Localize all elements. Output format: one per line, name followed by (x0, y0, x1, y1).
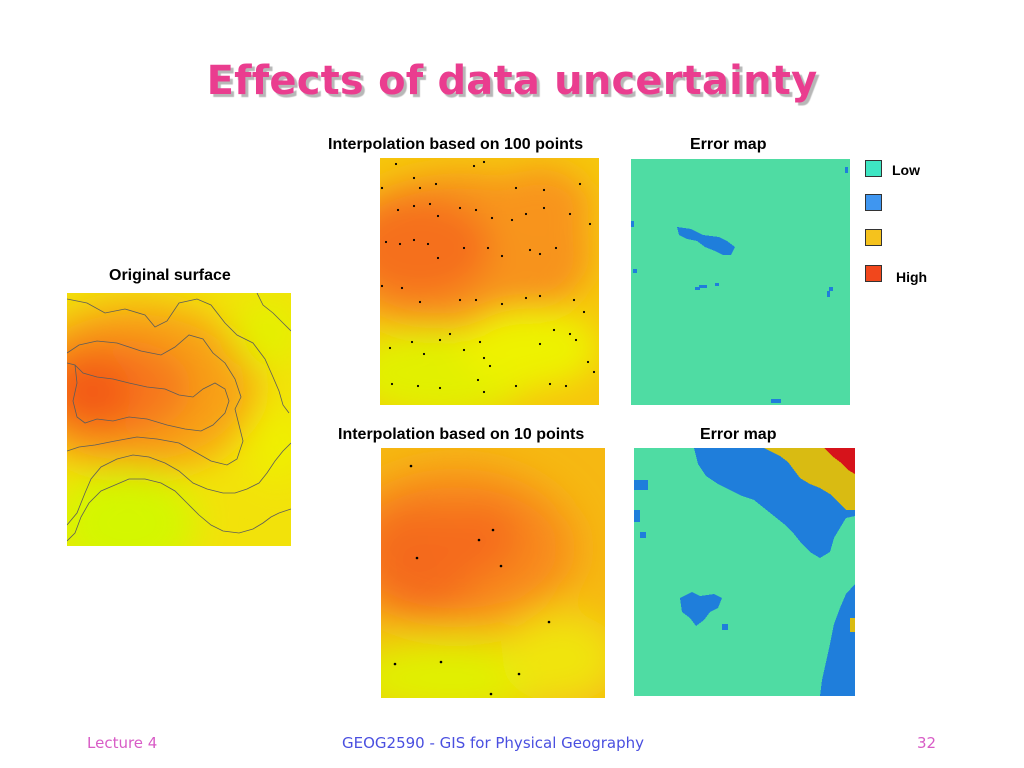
sample-point (380, 186, 384, 190)
sample-point (410, 340, 414, 344)
sample-point (586, 360, 590, 364)
error-map-2 (634, 448, 855, 696)
sample-point (517, 672, 521, 676)
sample-point (486, 246, 490, 250)
footer-page-number: 32 (917, 734, 937, 752)
sample-point (434, 182, 438, 186)
sample-point (482, 160, 486, 164)
sample-point (574, 338, 578, 342)
sample-point (488, 364, 492, 368)
sample-point (474, 208, 478, 212)
error-map-1 (631, 159, 850, 405)
legend-label-low: Low (892, 162, 920, 178)
sample-point (542, 206, 546, 210)
interpolation-100-map (380, 158, 599, 405)
sample-point (418, 300, 422, 304)
sample-point (554, 246, 558, 250)
interpolation-100-label: Interpolation based on 100 points (328, 136, 584, 153)
sample-point (384, 240, 388, 244)
sample-point (482, 390, 486, 394)
sample-point (568, 212, 572, 216)
sample-point (422, 352, 426, 356)
sample-point (394, 162, 398, 166)
sample-point (514, 186, 518, 190)
sample-point (482, 356, 486, 360)
sample-point (412, 238, 416, 242)
sample-point (448, 332, 452, 336)
sample-point (438, 386, 442, 390)
sample-point (458, 298, 462, 302)
sample-point (548, 382, 552, 386)
sample-point (538, 252, 542, 256)
sample-point (547, 620, 551, 624)
sample-point (439, 660, 443, 664)
sample-point (489, 692, 493, 696)
sample-point (393, 662, 397, 666)
sample-point (388, 346, 392, 350)
sample-point (462, 348, 466, 352)
sample-point (458, 206, 462, 210)
sample-point (578, 182, 582, 186)
sample-point (538, 342, 542, 346)
sample-point (436, 256, 440, 260)
sample-point (478, 340, 482, 344)
sample-point (588, 222, 592, 226)
sample-point (412, 176, 416, 180)
error-map-1-label: Error map (690, 136, 767, 153)
footer-course: GEOG2590 - GIS for Physical Geography (342, 734, 644, 752)
slide-title: Effects of data uncertainty (206, 58, 818, 104)
sample-point (476, 378, 480, 382)
original-surface-label: Original surface (109, 267, 231, 284)
sample-point (572, 298, 576, 302)
legend-label-high: High (896, 269, 928, 285)
sample-point (390, 382, 394, 386)
sample-point (472, 164, 476, 168)
sample-point (499, 564, 503, 568)
sample-point (418, 186, 422, 190)
sample-point (524, 296, 528, 300)
footer-lecture: Lecture 4 (87, 734, 158, 752)
sample-point (398, 242, 402, 246)
sample-point (568, 332, 572, 336)
sample-point (491, 528, 495, 532)
sample-point (477, 538, 481, 542)
sample-point (564, 384, 568, 388)
sample-point (592, 370, 596, 374)
sample-point (428, 202, 432, 206)
legend-swatch-3 (865, 229, 882, 246)
sample-point (500, 254, 504, 258)
sample-point (542, 188, 546, 192)
sample-point (462, 246, 466, 250)
sample-point (510, 218, 514, 222)
sample-point (400, 286, 404, 290)
sample-point (415, 556, 419, 560)
sample-point (538, 294, 542, 298)
sample-point (380, 284, 384, 288)
interpolation-10-map (381, 448, 605, 698)
sample-point (474, 298, 478, 302)
sample-point (436, 214, 440, 218)
legend-swatch-low (865, 160, 882, 177)
legend-swatch-high (865, 265, 882, 282)
sample-point (416, 384, 420, 388)
sample-point (552, 328, 556, 332)
sample-point (528, 248, 532, 252)
error-map-2-label: Error map (700, 426, 777, 443)
sample-point (409, 464, 413, 468)
sample-point (438, 338, 442, 342)
sample-point (426, 242, 430, 246)
interpolation-10-label: Interpolation based on 10 points (338, 426, 585, 443)
sample-point (412, 204, 416, 208)
sample-point (524, 212, 528, 216)
sample-point (582, 310, 586, 314)
original-surface-map (67, 293, 291, 546)
sample-point (490, 216, 494, 220)
sample-point (396, 208, 400, 212)
sample-point (514, 384, 518, 388)
sample-point (500, 302, 504, 306)
legend-swatch-2 (865, 194, 882, 211)
